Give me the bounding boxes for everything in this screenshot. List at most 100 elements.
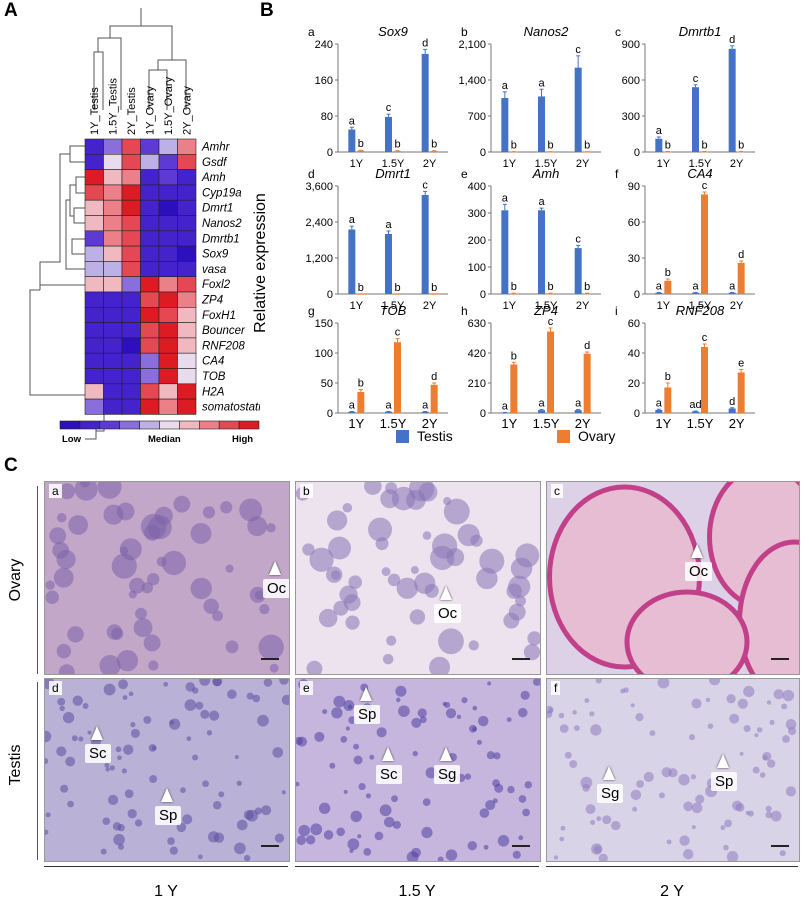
significance-label: d bbox=[729, 34, 735, 46]
cell bbox=[467, 840, 477, 851]
heatmap-row-label: FoxH1 bbox=[202, 310, 236, 322]
cell bbox=[765, 805, 772, 812]
bar-testis bbox=[421, 53, 429, 152]
heatmap-cell bbox=[140, 383, 160, 400]
row-dendrogram-branch bbox=[29, 289, 104, 396]
cell bbox=[391, 795, 398, 803]
significance-label: a bbox=[502, 400, 509, 412]
bar-chart-dmrt1: d Dmrt1 0 1,200 2,400 3,600 1Y a b 1.5Y a b 2Y c b bbox=[302, 150, 452, 339]
cell bbox=[431, 533, 458, 559]
bar-chart-rnf208: i RNF208 0 20 40 60 1Y a b 1.5Y ad c 2Y d e bbox=[609, 291, 759, 458]
heatmap-cell bbox=[158, 230, 178, 247]
cell bbox=[590, 819, 596, 825]
color-scale-low-label: Low bbox=[62, 434, 82, 445]
heatmap-row-label: Dmrt1 bbox=[202, 203, 233, 215]
heatmap-cell bbox=[158, 169, 178, 186]
bar-testis bbox=[728, 48, 736, 152]
cell bbox=[595, 679, 602, 684]
cell bbox=[705, 697, 711, 703]
cell bbox=[422, 798, 431, 807]
y-tick-label: 0 bbox=[327, 147, 333, 159]
cell bbox=[143, 715, 152, 724]
y-tick-label: 240 bbox=[315, 39, 333, 51]
cell bbox=[119, 546, 129, 555]
bar-ovary bbox=[583, 151, 591, 153]
micrograph-a: a Oc bbox=[44, 481, 290, 675]
cell bbox=[782, 689, 795, 702]
cell bbox=[168, 718, 181, 730]
bar-ovary bbox=[394, 342, 401, 413]
row-label-testis: Testis bbox=[7, 744, 24, 786]
x-tick-label: 1Y bbox=[503, 300, 517, 312]
cell bbox=[649, 730, 656, 737]
cell bbox=[116, 649, 139, 672]
cell bbox=[336, 827, 345, 837]
cell bbox=[220, 501, 233, 514]
heatmap-cell bbox=[121, 337, 141, 354]
heatmap-cell bbox=[177, 368, 197, 385]
cell bbox=[180, 787, 186, 794]
heatmap-cell bbox=[177, 215, 197, 232]
cell bbox=[520, 690, 530, 700]
row-dendrogram-branch bbox=[39, 261, 47, 290]
arrowhead-marker bbox=[440, 747, 452, 761]
cell bbox=[437, 856, 444, 861]
cell bbox=[445, 849, 458, 861]
cell bbox=[479, 548, 505, 574]
cell bbox=[398, 705, 410, 717]
cell bbox=[492, 779, 500, 788]
cell bbox=[523, 643, 540, 661]
bar-ovary bbox=[510, 151, 518, 153]
x-tick-label: 1.5Y bbox=[382, 300, 405, 312]
cell bbox=[560, 825, 566, 831]
chart-sublabel: d bbox=[308, 167, 315, 181]
cell bbox=[133, 618, 153, 638]
bar-chart-ca4: f CA4 0 30 60 90 1Y a b 1.5Y a c 2Y a d bbox=[609, 150, 759, 339]
y-tick-label: 1,400 bbox=[458, 75, 486, 87]
cell bbox=[134, 819, 143, 827]
y-tick-label: 600 bbox=[622, 75, 640, 87]
cell bbox=[553, 855, 559, 860]
x-tick-label: 2Y bbox=[422, 416, 438, 431]
cell bbox=[234, 754, 239, 760]
cell bbox=[657, 679, 670, 689]
cell bbox=[472, 705, 478, 711]
heatmap-cell bbox=[121, 215, 141, 232]
row-dendrogram-branch bbox=[65, 199, 85, 270]
chart-sublabel: e bbox=[461, 167, 468, 181]
legend-testis: Testis bbox=[396, 428, 453, 444]
cell bbox=[547, 710, 553, 718]
row-divider-testis bbox=[37, 682, 38, 860]
significance-label: b bbox=[358, 138, 364, 150]
x-tick-label: 2Y bbox=[729, 416, 745, 431]
cell bbox=[331, 707, 343, 719]
cell bbox=[559, 724, 569, 733]
significance-label: b bbox=[431, 282, 437, 294]
color-scale-step bbox=[179, 420, 200, 430]
cell bbox=[78, 736, 84, 742]
cell bbox=[593, 845, 602, 854]
chart-gene-title: Dmrt1 bbox=[375, 166, 410, 181]
cell bbox=[323, 830, 334, 840]
heatmap-cell bbox=[158, 184, 178, 201]
heatmap-cell bbox=[158, 383, 178, 400]
bar-ovary bbox=[430, 151, 438, 152]
heatmap-cell bbox=[177, 138, 197, 155]
cell bbox=[707, 723, 714, 729]
bar-testis bbox=[501, 98, 509, 152]
cell bbox=[766, 700, 772, 705]
cell bbox=[212, 800, 222, 810]
cell bbox=[56, 513, 67, 523]
heatmap-cell bbox=[140, 261, 160, 277]
age-rule-15y bbox=[295, 866, 539, 867]
cell bbox=[483, 844, 489, 850]
cell bbox=[695, 794, 705, 804]
y-tick-label: 100 bbox=[315, 348, 333, 360]
heatmap-cell bbox=[177, 383, 197, 400]
cell bbox=[476, 739, 482, 745]
x-tick-label: 1Y bbox=[348, 416, 364, 431]
cell bbox=[658, 792, 665, 799]
heatmap-cell bbox=[177, 322, 197, 339]
cell bbox=[461, 697, 468, 704]
bar-ovary bbox=[583, 293, 591, 295]
